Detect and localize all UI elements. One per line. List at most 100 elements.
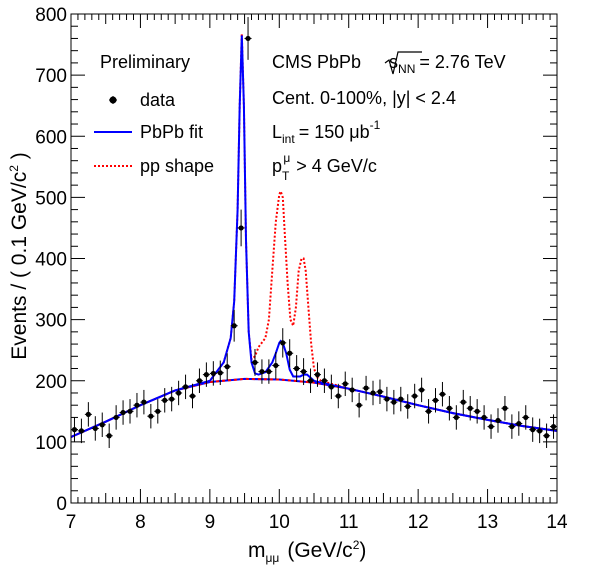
x-tick-label: 10: [269, 512, 290, 533]
data-point-marker: [189, 393, 196, 399]
y-tick-label: 800: [35, 5, 67, 26]
data-point-marker: [294, 365, 300, 372]
data-point: [466, 396, 474, 421]
data-point-marker: [155, 408, 161, 414]
data-point: [133, 392, 141, 418]
centrality-label: Cent. 0-100%, |y| < 2.4: [272, 88, 456, 108]
data-point: [494, 408, 502, 433]
data-point: [84, 402, 92, 427]
data-point: [508, 414, 516, 439]
data-point-marker: [363, 385, 369, 391]
data-point-marker: [550, 423, 557, 430]
data-point-marker: [516, 420, 522, 427]
data-point-marker: [502, 405, 508, 411]
x-tick-label: 7: [66, 512, 77, 533]
data-point-marker: [307, 378, 314, 384]
data-point-marker: [321, 378, 328, 384]
x-tick-label: 14: [546, 512, 568, 533]
y-tick-label: 300: [35, 311, 67, 332]
x-tick-label: 12: [408, 512, 429, 533]
data-point: [175, 380, 183, 406]
data-point-marker: [252, 359, 258, 366]
data-point: [355, 392, 363, 418]
data-point-marker: [78, 428, 85, 434]
data-point: [265, 359, 273, 384]
y-tick-label: 600: [35, 127, 67, 148]
data-point: [272, 352, 280, 379]
data-point-marker: [453, 414, 459, 421]
data-point: [300, 358, 308, 386]
data-point: [411, 383, 419, 409]
data-point: [459, 389, 467, 415]
data-point-marker: [280, 340, 286, 346]
data-point: [161, 388, 169, 413]
data-point: [425, 399, 433, 424]
annotation-block: CMS PbPb sNN = 2.76 TeV Cent. 0-100%, |y| …: [272, 51, 506, 183]
legend-data-marker: [109, 96, 117, 104]
data-point-marker: [335, 393, 341, 399]
data-point: [383, 386, 391, 412]
data-point: [189, 383, 196, 409]
data-point: [452, 405, 460, 430]
data-point-marker: [349, 387, 355, 393]
data-point-marker: [523, 414, 529, 421]
data-point-marker: [342, 381, 348, 387]
axis-ticks: 7 8 9 10 11 12 13 14 0 100 200 300 400 500 600 700 800: [35, 5, 568, 533]
legend-pbpb-label: PbPb fit: [140, 122, 203, 142]
data-point-marker: [300, 368, 307, 375]
data-point: [105, 423, 113, 448]
pbpb-fit-curve: [70, 35, 558, 438]
data-point-marker: [141, 399, 147, 405]
data-point: [237, 209, 245, 247]
data-point-marker: [509, 423, 515, 430]
data-point: [515, 411, 523, 436]
data-point-marker: [113, 414, 119, 421]
data-point-marker: [203, 372, 209, 378]
y-axis-title: Events / ( 0.1 GeV/c2 ): [7, 152, 31, 359]
data-points: [70, 17, 558, 448]
data-point: [522, 405, 530, 430]
data-point-marker: [460, 399, 466, 405]
data-point-marker: [530, 427, 536, 433]
data-point: [536, 418, 544, 444]
data-point-marker: [446, 405, 452, 411]
pt-cut-label: pTμ > 4 GeV/c: [272, 151, 377, 183]
data-point: [369, 380, 377, 406]
data-point-marker: [196, 378, 203, 384]
data-point-marker: [405, 403, 411, 410]
data-point: [348, 377, 356, 403]
data-point-marker: [328, 384, 334, 390]
data-point: [98, 412, 106, 437]
data-point: [209, 361, 217, 386]
data-point: [244, 17, 252, 60]
data-point-marker: [377, 389, 383, 395]
luminosity-label: Lint = 150 μb-1: [272, 118, 381, 146]
data-point: [140, 389, 148, 415]
sqrt-symbol: [384, 51, 422, 75]
data-point: [154, 399, 162, 424]
data-point-marker: [162, 397, 168, 403]
y-tick-label: 0: [56, 494, 67, 515]
data-point: [480, 405, 488, 430]
data-point-marker: [210, 370, 216, 377]
y-tick-label: 400: [35, 250, 67, 271]
data-point: [91, 416, 99, 441]
x-axis-title: mμμ (GeV/c2): [248, 538, 366, 565]
data-point: [279, 328, 287, 358]
data-point-marker: [398, 396, 404, 402]
data-point-marker: [217, 370, 223, 376]
data-point-marker: [370, 390, 376, 396]
data-point-marker: [127, 408, 133, 414]
data-point: [168, 386, 176, 412]
data-point: [341, 371, 349, 397]
data-point-marker: [495, 417, 501, 424]
data-point-marker: [356, 402, 362, 408]
data-point: [182, 374, 190, 400]
data-point-marker: [259, 368, 265, 375]
data-point: [334, 383, 342, 409]
data-point: [216, 360, 224, 386]
data-point: [501, 396, 509, 421]
y-tick-label: 100: [35, 433, 67, 454]
data-point: [418, 377, 426, 403]
data-point: [529, 417, 537, 442]
